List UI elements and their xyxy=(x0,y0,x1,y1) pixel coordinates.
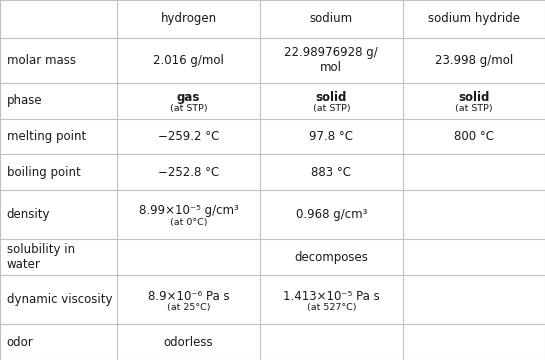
Text: dynamic viscosity: dynamic viscosity xyxy=(7,293,112,306)
Text: phase: phase xyxy=(7,94,42,107)
Text: (at STP): (at STP) xyxy=(169,104,208,113)
Text: 97.8 °C: 97.8 °C xyxy=(310,130,353,143)
Text: (at 0°C): (at 0°C) xyxy=(170,218,207,227)
Text: gas: gas xyxy=(177,91,200,104)
Text: 8.99×10⁻⁵ g/cm³: 8.99×10⁻⁵ g/cm³ xyxy=(138,204,239,217)
Text: sodium: sodium xyxy=(310,12,353,26)
Text: 22.98976928 g/
mol: 22.98976928 g/ mol xyxy=(284,46,378,75)
Text: odorless: odorless xyxy=(164,336,214,349)
Text: 2.016 g/mol: 2.016 g/mol xyxy=(153,54,224,67)
Text: solubility in
water: solubility in water xyxy=(7,243,75,271)
Text: hydrogen: hydrogen xyxy=(161,12,216,26)
Text: solid: solid xyxy=(458,91,489,104)
Text: (at STP): (at STP) xyxy=(312,104,350,113)
Text: 8.9×10⁻⁶ Pa s: 8.9×10⁻⁶ Pa s xyxy=(148,289,229,302)
Text: −259.2 °C: −259.2 °C xyxy=(158,130,219,143)
Text: density: density xyxy=(7,208,50,221)
Text: melting point: melting point xyxy=(7,130,86,143)
Text: molar mass: molar mass xyxy=(7,54,76,67)
Text: −252.8 °C: −252.8 °C xyxy=(158,166,219,179)
Text: sodium hydride: sodium hydride xyxy=(428,12,520,26)
Text: (at 25°C): (at 25°C) xyxy=(167,303,210,312)
Text: boiling point: boiling point xyxy=(7,166,80,179)
Text: 800 °C: 800 °C xyxy=(454,130,494,143)
Text: decomposes: decomposes xyxy=(294,251,368,264)
Text: 0.968 g/cm³: 0.968 g/cm³ xyxy=(296,208,367,221)
Text: 1.413×10⁻⁵ Pa s: 1.413×10⁻⁵ Pa s xyxy=(283,289,380,302)
Text: 883 °C: 883 °C xyxy=(311,166,352,179)
Text: 23.998 g/mol: 23.998 g/mol xyxy=(435,54,513,67)
Text: (at STP): (at STP) xyxy=(455,104,493,113)
Text: (at 527°C): (at 527°C) xyxy=(307,303,356,312)
Text: odor: odor xyxy=(7,336,33,349)
Text: solid: solid xyxy=(316,91,347,104)
